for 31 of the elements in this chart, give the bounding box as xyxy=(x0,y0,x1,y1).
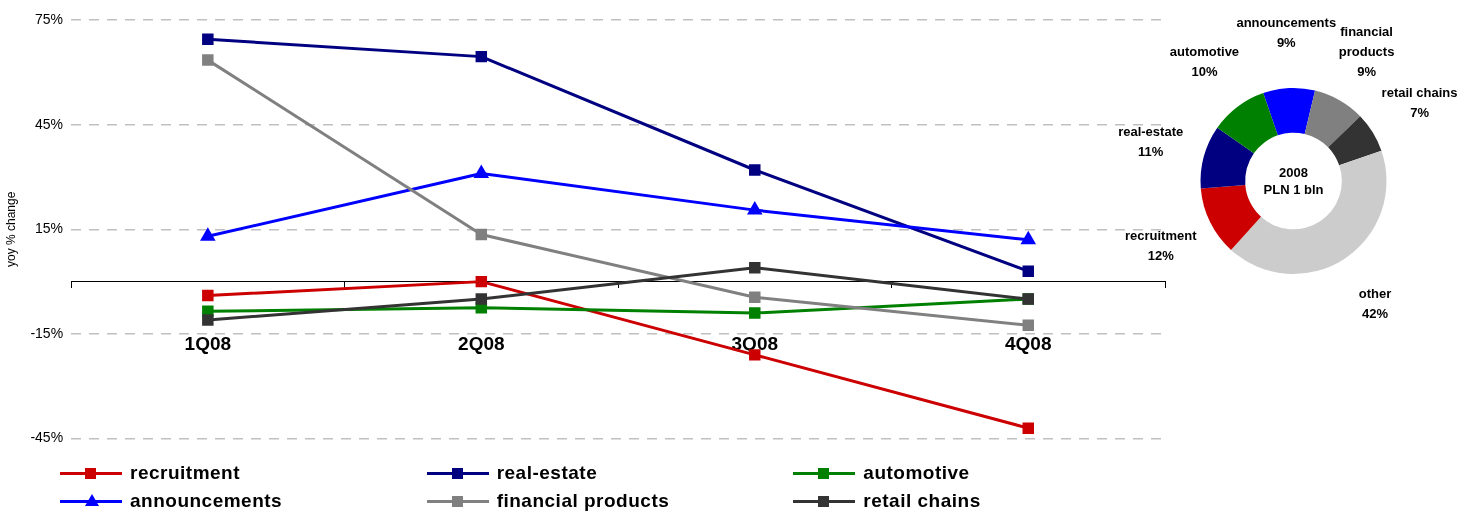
legend-label: retail chains xyxy=(863,490,981,512)
legend-label: automotive xyxy=(863,462,970,484)
x-tick-label: 4Q08 xyxy=(1005,333,1052,355)
x-tick-label: 2Q08 xyxy=(458,333,505,355)
data-label: 9% xyxy=(1357,63,1377,79)
y-tick-label: -45% xyxy=(30,429,64,446)
legend-label: financial products xyxy=(496,490,670,512)
y-axis-title: yoy % change xyxy=(3,191,18,267)
x-tick-label: 1Q08 xyxy=(184,333,232,355)
y-tick-label: 15% xyxy=(35,220,64,237)
data-label: 7% xyxy=(1410,105,1430,121)
slice-label: announcements xyxy=(1236,14,1337,30)
data-label: 9% xyxy=(1276,34,1297,50)
slice-label: retail chains xyxy=(1381,85,1458,101)
y-tick-label: -15% xyxy=(30,324,64,341)
legend-label: real-estate xyxy=(496,462,598,484)
text: PLN 1 bln xyxy=(1263,181,1324,197)
data-label: 10% xyxy=(1191,64,1218,80)
text: 2008 xyxy=(1279,164,1308,180)
slice-label: other xyxy=(1358,286,1392,302)
slice-label: financial products xyxy=(1338,23,1395,59)
y-tick-label: 75% xyxy=(35,10,64,27)
data-label: 12% xyxy=(1147,247,1175,263)
slice-label: real-estate xyxy=(1118,123,1184,139)
y-tick-label: 45% xyxy=(35,115,64,132)
legend-label: recruitment xyxy=(130,462,241,484)
slice-label: automotive xyxy=(1169,44,1240,60)
legend-label: announcements xyxy=(130,490,283,512)
data-label: 42% xyxy=(1361,306,1389,322)
data-label: 11% xyxy=(1138,143,1164,159)
slice-label: recruitment xyxy=(1124,227,1198,243)
